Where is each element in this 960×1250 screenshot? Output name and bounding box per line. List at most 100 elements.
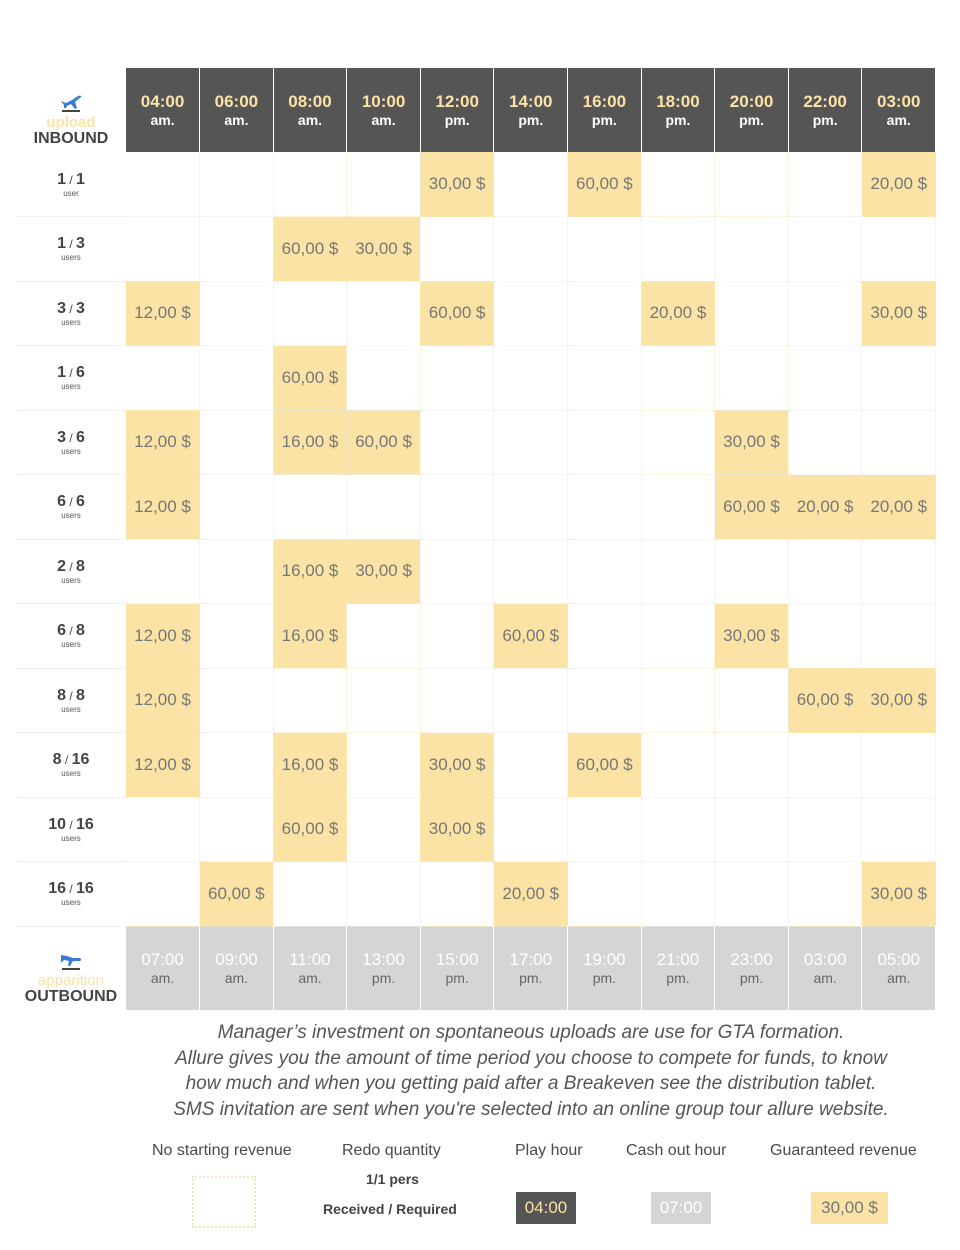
empty-cell [199, 345, 274, 411]
received-count: 16 [48, 880, 66, 898]
outbound-hour-5: 17:00 pm. [493, 926, 569, 1010]
empty-cell [641, 410, 716, 475]
outbound-hour-0: 07:00 am. [126, 926, 201, 1010]
revenue-cell[interactable]: 60,00 $ [788, 668, 863, 733]
empty-cell [714, 797, 789, 862]
revenue-cell[interactable]: 60,00 $ [567, 732, 642, 798]
inbound-hour-0: 04:00 am. [126, 68, 201, 152]
revenue-cell[interactable]: 60,00 $ [199, 861, 274, 927]
revenue-cell[interactable]: 60,00 $ [346, 410, 421, 475]
inbound-hour-5: 14:00 pm. [493, 68, 569, 152]
revenue-cell[interactable]: 30,00 $ [861, 668, 937, 733]
table-row: 1 / 3 users 60,00 $30,00 $ [16, 216, 937, 282]
revenue-cell[interactable]: 12,00 $ [126, 732, 201, 798]
revenue-cell[interactable]: 20,00 $ [641, 281, 716, 346]
revenue-cell[interactable]: 30,00 $ [714, 410, 789, 475]
empty-cell [567, 797, 642, 862]
table-row: 3 / 6 users 12,00 $ 16,00 $60,00 $ 30,00 $ [16, 410, 937, 475]
empty-cell [788, 281, 863, 346]
revenue-cell[interactable]: 20,00 $ [861, 152, 937, 217]
revenue-cell[interactable]: 30,00 $ [346, 216, 421, 282]
revenue-cell[interactable]: 30,00 $ [346, 539, 421, 604]
empty-cell [273, 281, 348, 346]
empty-cell [567, 603, 642, 669]
empty-cell [861, 216, 937, 282]
outbound-corner: apparition OUTBOUND [16, 926, 126, 1010]
hour-period: am. [150, 970, 175, 987]
revenue-cell[interactable]: 30,00 $ [714, 603, 789, 669]
revenue-cell[interactable]: 16,00 $ [273, 539, 348, 604]
revenue-cell[interactable]: 12,00 $ [126, 603, 201, 669]
revenue-cell[interactable]: 16,00 $ [273, 732, 348, 798]
inbound-header-row: upload INBOUND 04:00 am. 06:00 am. 08:00 am. 1… [16, 68, 937, 152]
hour-period: am. [150, 112, 175, 128]
empty-cell [420, 668, 495, 733]
inbound-sub-label: upload [46, 114, 96, 131]
revenue-cell[interactable]: 60,00 $ [493, 603, 569, 669]
empty-cell [199, 216, 274, 282]
revenue-cell[interactable]: 60,00 $ [273, 216, 348, 282]
revenue-cell[interactable]: 30,00 $ [420, 797, 495, 862]
hour-time: 06:00 [214, 92, 259, 111]
empty-cell [641, 474, 716, 540]
revenue-cell[interactable]: 60,00 $ [273, 797, 348, 862]
received-count: 6 [57, 493, 66, 511]
inbound-hour-1: 06:00 am. [199, 68, 274, 152]
revenue-cell[interactable]: 30,00 $ [420, 152, 495, 217]
unit-label: users [61, 253, 81, 263]
hour-period: am. [886, 112, 911, 128]
legend-play-swatch: 04:00 [516, 1192, 576, 1224]
revenue-cell[interactable]: 60,00 $ [567, 152, 642, 217]
row-quantity-label: 8 / 16 users [16, 732, 126, 798]
legend-no-starting-swatch [192, 1176, 256, 1228]
revenue-cell[interactable]: 30,00 $ [861, 861, 937, 927]
empty-cell [273, 474, 348, 540]
table-row: 16 / 16 users 60,00 $ 20,00 $ 30,00 $ [16, 861, 937, 927]
outbound-footer-row: apparition OUTBOUND 07:00 am. 09:00 am. 11:0… [16, 926, 937, 1010]
required-count: 6 [76, 493, 85, 511]
empty-cell [641, 345, 716, 411]
hour-time: 23:00 [730, 950, 773, 970]
received-count: 1 [57, 364, 66, 382]
empty-cell [641, 797, 716, 862]
hour-period: pm. [519, 970, 543, 987]
empty-cell [641, 861, 716, 927]
revenue-cell[interactable]: 20,00 $ [861, 474, 937, 540]
revenue-cell[interactable]: 16,00 $ [273, 603, 348, 669]
revenue-cell[interactable]: 12,00 $ [126, 410, 201, 475]
revenue-cell[interactable]: 16,00 $ [273, 410, 348, 475]
required-count: 16 [76, 880, 94, 898]
empty-cell [199, 152, 274, 217]
received-count: 8 [57, 686, 66, 704]
empty-cell [273, 668, 348, 733]
row-quantity-label: 3 / 3 users [16, 281, 126, 346]
empty-cell [861, 539, 937, 604]
empty-cell [493, 281, 569, 346]
table-row: 6 / 8 users 12,00 $ 16,00 $ 60,00 $ 30,00 $ [16, 603, 937, 669]
revenue-cell[interactable]: 20,00 $ [493, 861, 569, 927]
empty-cell [567, 410, 642, 475]
empty-cell [273, 861, 348, 927]
empty-cell [567, 539, 642, 604]
empty-cell [641, 539, 716, 604]
revenue-cell[interactable]: 60,00 $ [273, 345, 348, 411]
empty-cell [788, 539, 863, 604]
received-count: 1 [57, 235, 66, 253]
note-line: how much and when you getting paid after… [185, 1073, 877, 1094]
revenue-cell[interactable]: 20,00 $ [788, 474, 863, 540]
empty-cell [861, 603, 937, 669]
empty-cell [199, 797, 274, 862]
unit-label: users [61, 511, 81, 521]
revenue-cell[interactable]: 30,00 $ [861, 281, 937, 346]
unit-label: users [61, 769, 81, 779]
empty-cell [788, 216, 863, 282]
revenue-cell[interactable]: 30,00 $ [420, 732, 495, 798]
empty-cell [420, 474, 495, 540]
schedule-table: upload INBOUND 04:00 am. 06:00 am. 08:00 am. 1… [16, 68, 937, 1010]
revenue-cell[interactable]: 12,00 $ [126, 281, 201, 346]
revenue-cell[interactable]: 60,00 $ [714, 474, 789, 540]
revenue-cell[interactable]: 60,00 $ [420, 281, 495, 346]
empty-cell [493, 410, 569, 475]
revenue-cell[interactable]: 12,00 $ [126, 668, 201, 733]
revenue-cell[interactable]: 12,00 $ [126, 474, 201, 540]
